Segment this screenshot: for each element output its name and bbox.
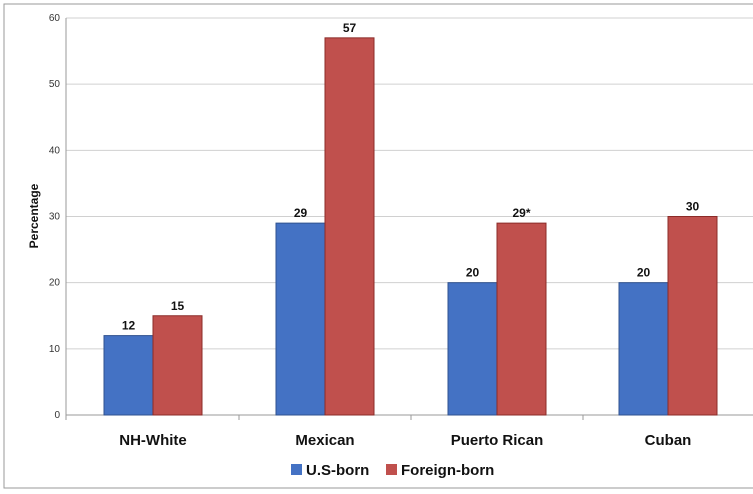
y-tick-label: 60 [49,13,61,24]
legend-swatch-foreign-born [386,464,397,475]
legend-label: Foreign-born [401,462,494,479]
x-axis-categories: NH-White Mexican Puerto Rican Cuban [119,432,691,449]
y-tick-label: 10 [49,344,61,355]
data-label: 30 [686,200,700,214]
data-label: 15 [171,299,185,313]
bar-foreign-born [152,315,203,416]
y-tick-label: 40 [49,145,61,156]
legend-swatch-us-born [291,464,302,475]
category-label: NH-White [119,432,187,449]
category-label: Cuban [645,432,692,449]
bar-foreign-born [667,216,718,416]
data-label: 29* [512,206,530,220]
category-label: Puerto Rican [451,432,544,449]
data-label: 57 [343,21,357,35]
chart-frame [3,3,753,489]
y-tick-label: 30 [49,212,61,223]
bar-us-born [618,282,669,416]
data-label: 12 [122,319,136,333]
y-tick-label: 20 [49,278,61,289]
data-label: 29 [294,206,308,220]
y-axis-label: Percentage [27,183,41,248]
data-labels: 12 15 29 57 20 29* 20 30 [122,21,700,333]
bar-us-born [103,335,154,416]
y-axis-ticks: 0 10 20 30 40 50 60 [49,13,61,421]
bars [103,37,718,416]
bar-us-born [275,222,326,416]
data-label: 20 [637,266,651,280]
bar-us-born [447,282,498,416]
y-tick-label: 50 [49,79,61,90]
bar-foreign-born [496,222,547,416]
bar-foreign-born [324,37,375,416]
legend: U.S-born Foreign-born [291,462,494,479]
legend-label: U.S-born [306,462,369,479]
category-label: Mexican [295,432,354,449]
y-tick-label: 0 [54,410,60,421]
data-label: 20 [466,266,480,280]
